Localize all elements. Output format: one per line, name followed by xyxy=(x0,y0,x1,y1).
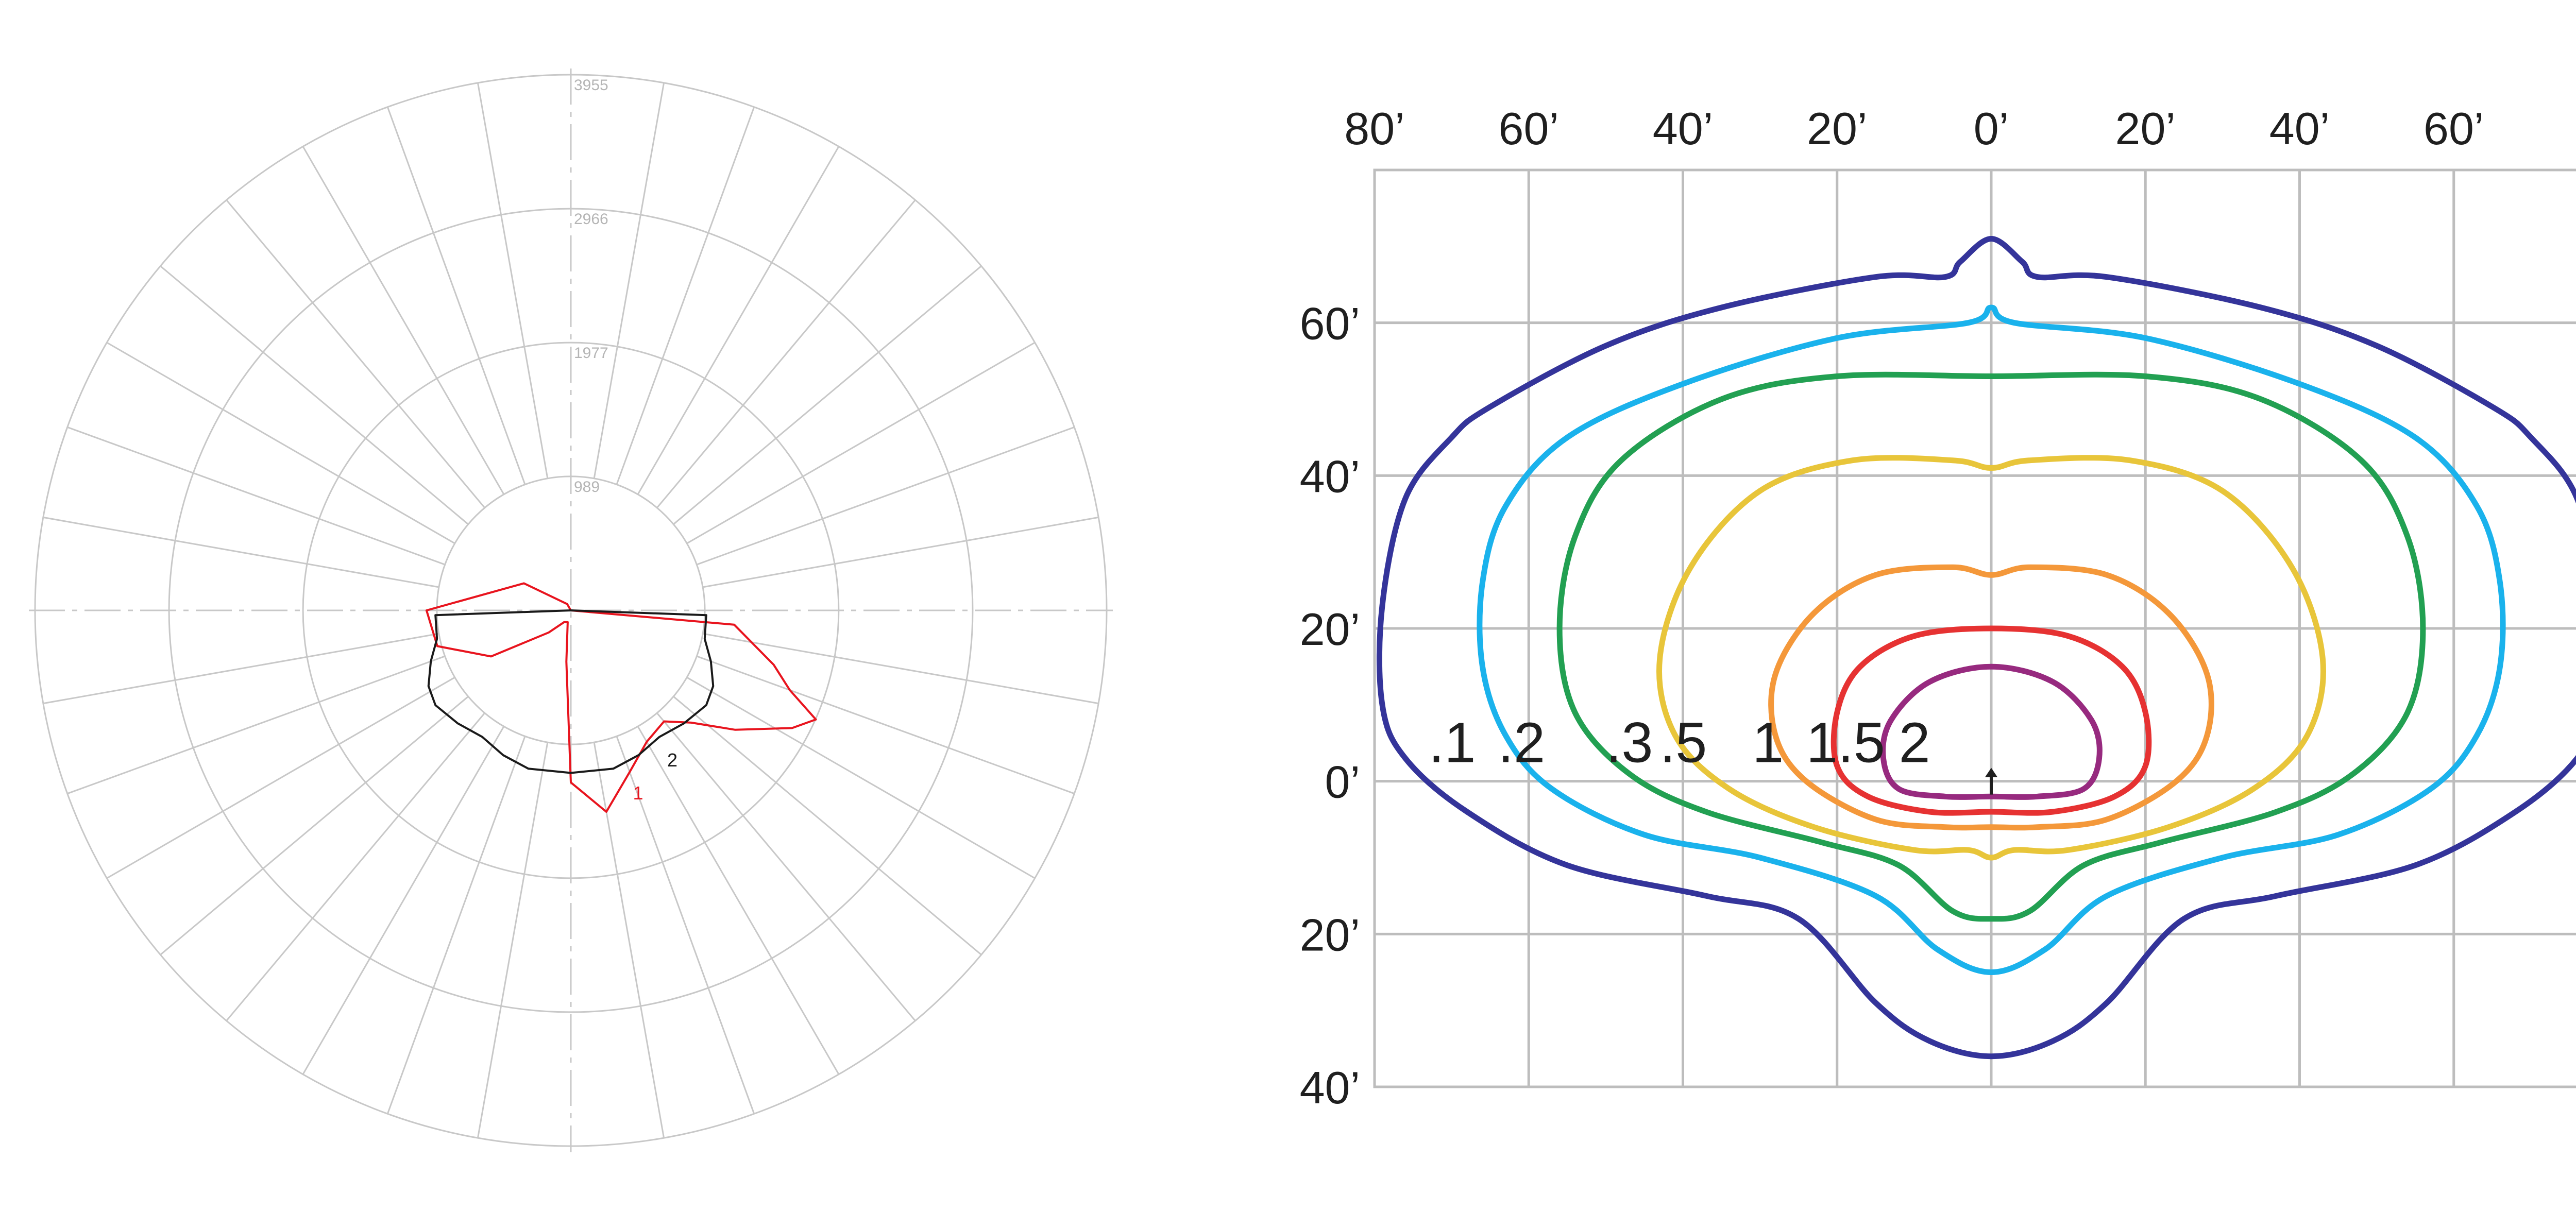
isolux-contour-1.5 xyxy=(1831,625,2152,816)
isolux-x-tick-label: 20’ xyxy=(2115,103,2176,154)
isolux-x-tick-label: 20’ xyxy=(1807,103,1867,154)
isolux-level-label: 1 xyxy=(1752,711,1784,775)
isolux-y-tick-label: 40’ xyxy=(1300,451,1360,502)
polar-spoke xyxy=(43,516,439,588)
polar-spoke xyxy=(386,107,526,485)
polar-spoke xyxy=(673,265,982,525)
polar-spoke xyxy=(686,676,1036,879)
isolux-contour-chart: 80’60’40’20’0’20’40’60’80’ 60’40’20’0’20… xyxy=(1300,103,2576,1113)
isolux-x-ticks: 80’60’40’20’0’20’40’60’80’ xyxy=(1344,103,2484,154)
isolux-x-tick-label: 60’ xyxy=(1499,103,1559,154)
polar-series-label: 2 xyxy=(667,749,677,771)
polar-spoke xyxy=(637,146,840,495)
polar-spoke xyxy=(637,726,840,1075)
polar-spoke xyxy=(616,736,755,1114)
isolux-level-label: .5 xyxy=(1660,711,1707,775)
polar-spoke xyxy=(593,82,665,479)
isolux-level-label: .2 xyxy=(1498,711,1545,775)
polar-spoke xyxy=(386,736,526,1114)
polar-spoke xyxy=(226,199,485,508)
isolux-x-tick-label: 0’ xyxy=(1974,103,2009,154)
isolux-contour-.3 xyxy=(1556,371,2426,922)
polar-spoke xyxy=(106,342,455,544)
polar-spoke xyxy=(593,742,665,1138)
isolux-x-tick-label: 40’ xyxy=(2269,103,2330,154)
polar-spoke xyxy=(673,696,982,956)
polar-spoke xyxy=(616,107,755,485)
polar-tick-label: 1977 xyxy=(574,345,608,362)
polar-radial-ticks: 989 1977 2966 3955 xyxy=(574,77,608,496)
polar-spoke xyxy=(686,342,1036,544)
polar-spoke xyxy=(702,516,1099,588)
isolux-y-tick-label: 60’ xyxy=(1300,298,1360,349)
isolux-contours xyxy=(1376,236,2576,1060)
polar-spoke xyxy=(302,146,505,495)
polar-grid xyxy=(29,69,1113,1152)
isolux-y-tick-label: 20’ xyxy=(1300,909,1360,960)
isolux-y-tick-label: 0’ xyxy=(1325,757,1361,808)
polar-spoke xyxy=(656,712,916,1021)
isolux-contour-.5 xyxy=(1656,455,2326,861)
polar-spoke xyxy=(477,742,549,1138)
isolux-y-tick-label: 20’ xyxy=(1300,604,1360,655)
polar-spoke xyxy=(160,265,469,525)
polar-spoke xyxy=(696,426,1075,566)
isolux-level-label: .1 xyxy=(1429,711,1476,775)
isolux-x-tick-label: 80’ xyxy=(1344,103,1404,154)
polar-spoke xyxy=(43,633,439,705)
polar-series: 12 xyxy=(425,582,817,813)
isolux-contour-2 xyxy=(1880,663,2103,800)
isolux-level-label: .3 xyxy=(1606,711,1653,775)
isolux-level-label: 2 xyxy=(1899,711,1930,775)
isolux-y-ticks: 60’ 40’ 20’ 0’ 20’ 40’ xyxy=(1300,298,1360,1113)
polar-spoke xyxy=(67,426,446,566)
polar-spoke xyxy=(67,655,446,795)
polar-spoke xyxy=(302,726,505,1075)
polar-tick-label: 2966 xyxy=(574,211,608,228)
polar-spoke xyxy=(656,199,916,508)
polar-spoke xyxy=(106,676,455,879)
isolux-level-labels: .1 .2 .3.5 1 1.5 2 xyxy=(1429,711,1997,795)
isolux-contour-.2 xyxy=(1477,304,2506,975)
isolux-y-tick-label: 40’ xyxy=(1300,1062,1360,1113)
polar-spoke xyxy=(226,712,485,1021)
isolux-contour-1 xyxy=(1768,564,2214,831)
luminaire-marker-arrow xyxy=(1985,767,1997,777)
polar-tick-label: 989 xyxy=(574,479,600,496)
isolux-contour-.1 xyxy=(1376,236,2576,1060)
isolux-grid xyxy=(1373,168,2576,1088)
isolux-x-tick-label: 60’ xyxy=(2424,103,2484,154)
polar-series-1 xyxy=(425,582,817,813)
polar-spoke xyxy=(477,82,549,479)
isolux-level-label: 1.5 xyxy=(1806,711,1885,775)
polar-spoke xyxy=(160,696,469,956)
polar-series-label: 1 xyxy=(633,782,643,804)
polar-series-2 xyxy=(427,609,715,774)
polar-spoke xyxy=(702,633,1099,705)
polar-spoke xyxy=(696,655,1075,795)
isolux-x-tick-label: 40’ xyxy=(1653,103,1713,154)
polar-tick-label: 3955 xyxy=(574,77,608,94)
